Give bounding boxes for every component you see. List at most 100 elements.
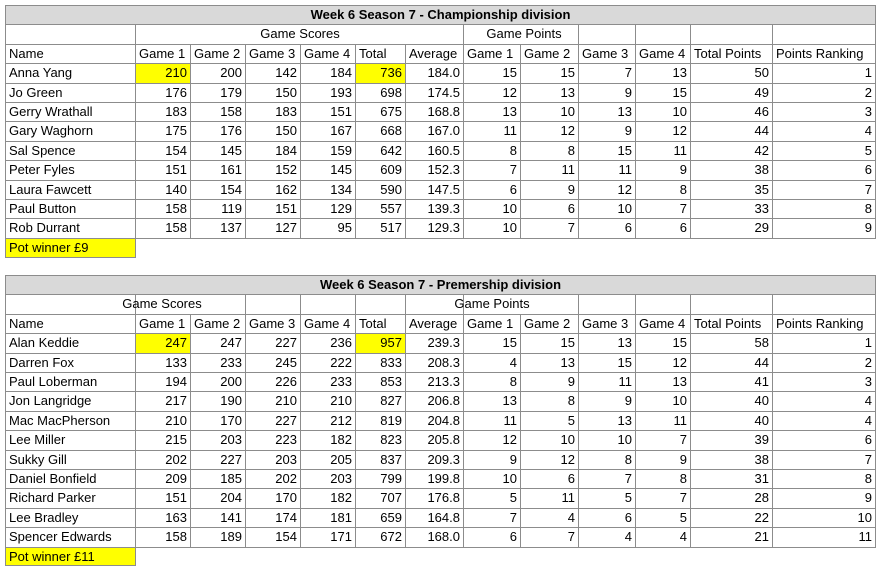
- score-cell: 176: [135, 82, 191, 103]
- column-header: Total Points: [690, 43, 773, 65]
- score-cell: 29: [690, 218, 773, 239]
- player-name: Jo Green: [5, 82, 136, 103]
- score-cell: 40: [690, 391, 773, 412]
- score-cell: 5: [578, 488, 636, 509]
- score-cell: 11: [772, 527, 876, 548]
- group-cell: [5, 294, 136, 315]
- column-header: Average: [405, 313, 464, 335]
- player-name: Anna Yang: [5, 63, 136, 84]
- table-title: Week 6 Season 7 - Premership division: [5, 275, 876, 296]
- group-cell: [772, 294, 876, 315]
- score-cell: 215: [135, 430, 191, 451]
- score-cell: 161: [190, 160, 246, 181]
- player-name: Richard Parker: [5, 488, 136, 509]
- score-cell: 182: [300, 488, 356, 509]
- score-cell: 4: [772, 391, 876, 412]
- score-cell: 209.3: [405, 449, 464, 470]
- column-header: Game 3: [578, 313, 636, 335]
- score-cell: 6: [578, 218, 636, 239]
- score-cell: 9: [578, 121, 636, 142]
- score-cell: 10: [635, 102, 691, 123]
- score-cell: 659: [355, 507, 406, 529]
- column-header: Game 1: [463, 43, 521, 65]
- group-header: Game Points: [486, 26, 562, 42]
- group-cell: [578, 294, 636, 315]
- score-cell: 12: [578, 179, 636, 200]
- score-cell: 42: [690, 140, 773, 162]
- score-cell: 204.8: [405, 410, 464, 432]
- score-cell: 193: [300, 82, 356, 103]
- score-cell: 139.3: [405, 199, 464, 220]
- score-cell: 210: [135, 410, 191, 432]
- player-name: Spencer Edwards: [5, 527, 136, 548]
- score-cell: 38: [690, 160, 773, 181]
- score-cell: 8: [635, 469, 691, 490]
- score-cell: 13: [578, 102, 636, 123]
- score-cell: 517: [355, 218, 406, 239]
- score-cell: 28: [690, 488, 773, 509]
- score-cell: 4: [578, 527, 636, 548]
- score-cell: 200: [190, 372, 246, 393]
- column-header: Game 1: [135, 43, 191, 65]
- score-cell: 194: [135, 372, 191, 393]
- score-cell: 10: [463, 218, 521, 239]
- score-cell: 7: [635, 488, 691, 509]
- score-cell: 7: [635, 199, 691, 220]
- score-cell: 154: [135, 140, 191, 162]
- score-cell: 41: [690, 372, 773, 393]
- column-header: Game 4: [300, 313, 356, 335]
- score-cell: 222: [300, 352, 356, 373]
- score-cell: 129.3: [405, 218, 464, 239]
- score-cell: 200: [190, 63, 246, 84]
- column-header: Game 3: [245, 43, 301, 65]
- score-cell: 13: [578, 333, 636, 354]
- score-cell: 205: [300, 449, 356, 470]
- score-cell: 609: [355, 160, 406, 181]
- score-cell: 147.5: [405, 179, 464, 200]
- score-cell: 35: [690, 179, 773, 200]
- score-cell: 174: [245, 507, 301, 529]
- score-cell: 22: [690, 507, 773, 529]
- score-cell: 49: [690, 82, 773, 103]
- score-cell: 159: [300, 140, 356, 162]
- group-header: Game Scores: [122, 296, 202, 312]
- score-cell: 11: [635, 140, 691, 162]
- score-cell: 31: [690, 469, 773, 490]
- score-cell: 151: [135, 488, 191, 509]
- score-cell: 167: [300, 121, 356, 142]
- score-cell: 158: [135, 199, 191, 220]
- score-cell: 245: [245, 352, 301, 373]
- column-header: Total: [355, 313, 406, 335]
- score-cell: 167.0: [405, 121, 464, 142]
- score-cell: 7: [635, 430, 691, 451]
- score-cell: 3: [772, 372, 876, 393]
- score-cell: 21: [690, 527, 773, 548]
- score-cell: 3: [772, 102, 876, 123]
- score-cell: 38: [690, 449, 773, 470]
- score-cell: 1: [772, 333, 876, 354]
- score-cell: 168.8: [405, 102, 464, 123]
- score-cell: 223: [245, 430, 301, 451]
- score-cell: 233: [190, 352, 246, 373]
- score-cell: 13: [463, 102, 521, 123]
- score-cell: 205.8: [405, 430, 464, 451]
- group-cell: [578, 24, 636, 45]
- score-cell: 11: [578, 372, 636, 393]
- score-cell: 736: [355, 63, 406, 84]
- group-header: Game Points: [454, 296, 530, 312]
- score-cell: 137: [190, 218, 246, 239]
- score-cell: 13: [635, 372, 691, 393]
- score-cell: 158: [190, 102, 246, 123]
- score-cell: 12: [635, 121, 691, 142]
- score-cell: 698: [355, 82, 406, 103]
- column-header: Game 2: [520, 313, 579, 335]
- score-cell: 202: [245, 469, 301, 490]
- group-cell: [355, 294, 406, 315]
- score-cell: 162: [245, 179, 301, 200]
- score-cell: 833: [355, 352, 406, 373]
- score-cell: 9: [635, 449, 691, 470]
- score-cell: 15: [520, 63, 579, 84]
- player-name: Laura Fawcett: [5, 179, 136, 200]
- score-cell: 145: [190, 140, 246, 162]
- score-cell: 202: [135, 449, 191, 470]
